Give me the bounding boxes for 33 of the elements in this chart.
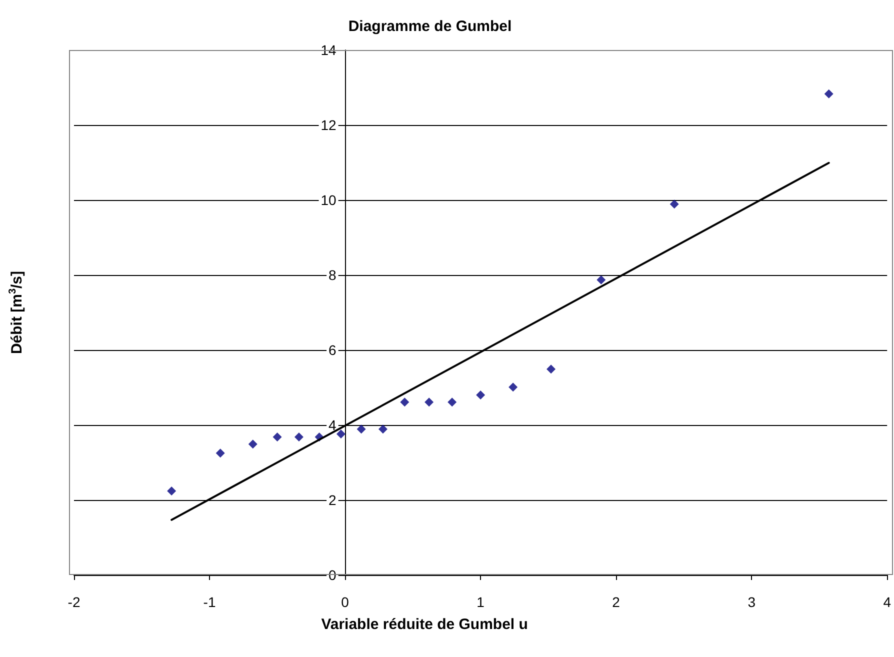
x-tick-label: 0 — [341, 594, 350, 610]
point — [294, 432, 304, 442]
x-tick-label: 1 — [476, 594, 485, 610]
y-axis-title: Débit [m3/s] — [8, 270, 26, 354]
point — [378, 424, 388, 434]
chart-title: Diagramme de Gumbel — [348, 18, 512, 35]
point — [248, 440, 258, 449]
point — [356, 424, 366, 434]
point — [824, 89, 834, 98]
y-tick-label: 12 — [320, 117, 337, 133]
x-tick-label: 2 — [612, 594, 620, 610]
y-tick-label: 10 — [320, 192, 337, 208]
point — [670, 200, 679, 209]
point — [167, 486, 176, 496]
y-tick-label: 8 — [328, 267, 337, 283]
point — [400, 398, 410, 407]
x-tick-label: 4 — [883, 594, 892, 610]
point — [424, 398, 434, 407]
x-tick-label: -1 — [203, 594, 216, 610]
point — [476, 390, 486, 400]
point — [448, 398, 457, 407]
point — [272, 432, 282, 442]
y-tick-label: 2 — [328, 492, 337, 508]
y-tick-label: 6 — [328, 342, 337, 358]
point — [336, 430, 346, 438]
point — [216, 448, 225, 458]
point — [596, 275, 606, 284]
y-tick-label: 4 — [328, 417, 337, 433]
x-tick-label: -2 — [68, 594, 80, 610]
point — [546, 364, 556, 374]
point — [508, 382, 518, 392]
x-tick-label: 3 — [748, 594, 756, 610]
x-axis-title: Variable réduite de Gumbel u — [321, 616, 528, 633]
